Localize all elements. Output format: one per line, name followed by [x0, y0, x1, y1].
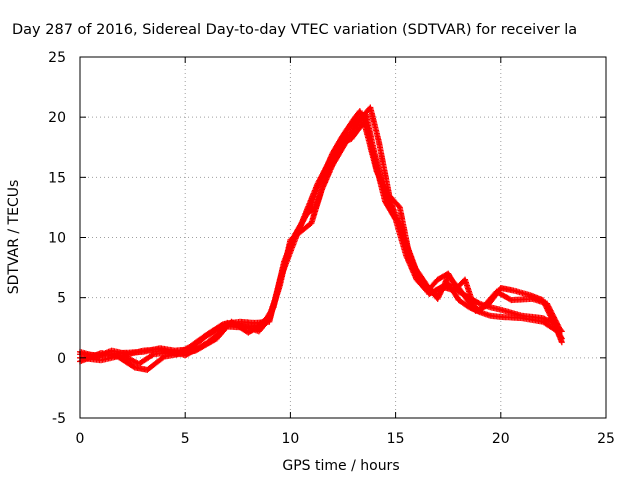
series-track-1 [77, 108, 565, 359]
x-tick-label: 20 [492, 431, 510, 447]
y-tick-label: 25 [48, 50, 66, 66]
y-tick-label: 10 [48, 231, 66, 247]
x-tick-label: 5 [181, 431, 190, 447]
series-track-2 [77, 104, 565, 367]
series-track-4 [77, 118, 565, 360]
series-track-3 [77, 111, 563, 373]
series-markers [78, 109, 564, 359]
x-axis-tick-labels: 0 5 10 15 20 25 [76, 431, 615, 447]
series-markers [78, 105, 565, 367]
axis-ticks [79, 56, 607, 419]
series-markers [78, 112, 562, 373]
y-axis-label: SDTVAR / TECUs [6, 180, 22, 295]
plot-frame [79, 56, 607, 419]
grid-lines [80, 57, 606, 418]
y-axis-tick-labels: -5 0 5 10 15 20 25 [48, 50, 66, 427]
x-tick-label: 15 [387, 431, 405, 447]
series-markers [78, 120, 565, 360]
y-tick-label: 0 [57, 351, 66, 367]
y-tick-label: -5 [52, 411, 66, 427]
x-tick-label: 10 [281, 431, 299, 447]
series-layer [77, 104, 565, 373]
chart-title: Day 287 of 2016, Sidereal Day-to-day VTE… [12, 22, 577, 38]
x-axis-label: GPS time / hours [282, 458, 399, 474]
x-tick-label: 25 [597, 431, 615, 447]
y-tick-label: 5 [57, 291, 66, 307]
x-tick-label: 0 [76, 431, 85, 447]
y-tick-label: 20 [48, 110, 66, 126]
y-tick-label: 15 [48, 170, 66, 186]
